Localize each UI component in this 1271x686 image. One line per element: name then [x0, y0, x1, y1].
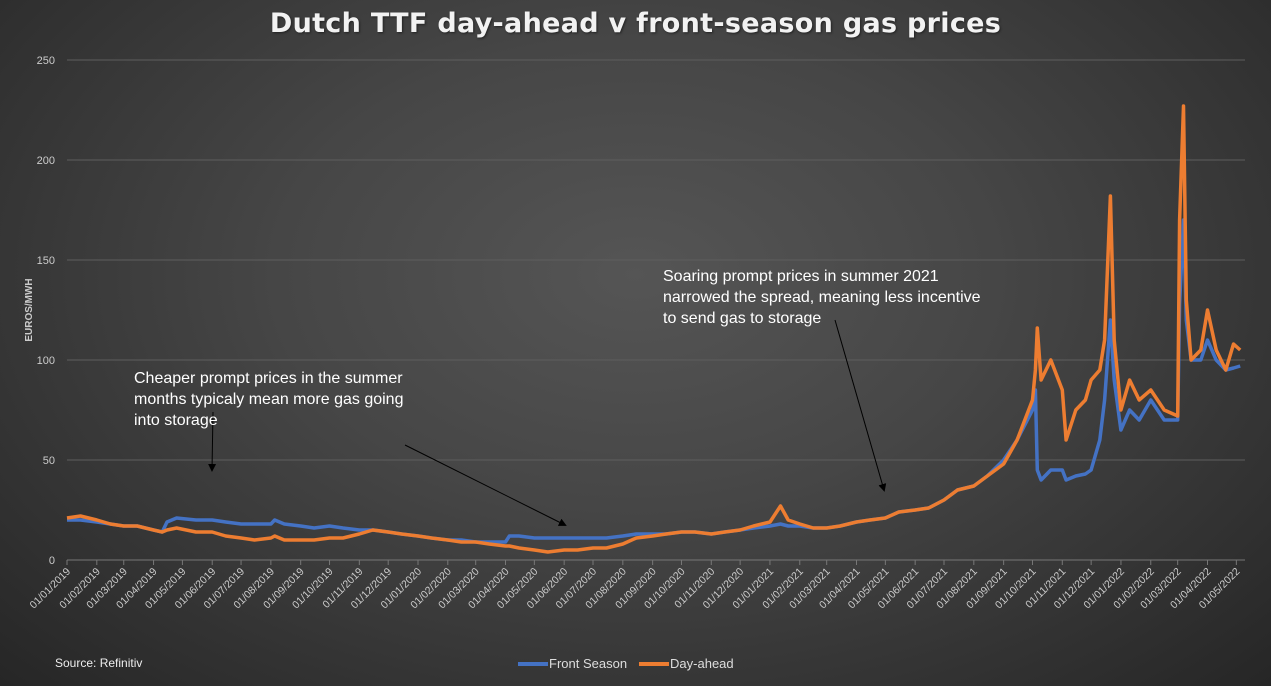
- legend: Front Season Day-ahead: [518, 656, 734, 671]
- annotation-arrow: [834, 319, 887, 492]
- annotation-summer-2021: Soaring prompt prices in summer 2021 nar…: [663, 266, 981, 329]
- legend-swatch: [518, 661, 548, 666]
- annotation-line: into storage: [134, 412, 218, 429]
- y-axis-label: EUROS/MWH: [24, 278, 35, 341]
- source-note: Source: Refinitiv: [55, 656, 143, 670]
- y-tick-label: 200: [37, 155, 55, 167]
- y-tick-label: 100: [37, 355, 55, 367]
- legend-item-day-ahead: Day-ahead: [639, 656, 734, 671]
- legend-swatch: [639, 661, 670, 666]
- annotation-line: to send gas to storage: [663, 310, 822, 327]
- annotation-arrow: [404, 444, 567, 526]
- annotation-summer-storage: Cheaper prompt prices in the summer mont…: [134, 368, 403, 431]
- y-tick-label: 50: [43, 455, 55, 467]
- legend-label: Day-ahead: [670, 656, 734, 671]
- annotation-line: Cheaper prompt prices in the summer: [134, 370, 403, 387]
- annotation-line: narrowed the spread, meaning less incent…: [663, 289, 981, 306]
- annotation-arrow: [208, 411, 217, 472]
- y-tick-label: 0: [49, 555, 55, 567]
- y-tick-label: 250: [37, 55, 55, 67]
- annotation-line: Soaring prompt prices in summer 2021: [663, 268, 939, 285]
- legend-label: Front Season: [549, 656, 628, 671]
- legend-item-front-season: Front Season: [518, 656, 627, 671]
- chart-title: Dutch TTF day-ahead v front-season gas p…: [269, 8, 1002, 39]
- series-line-day-ahead: [66, 104, 1242, 554]
- y-tick-label: 150: [37, 255, 55, 267]
- annotation-line: months typicaly mean more gas going: [134, 391, 404, 408]
